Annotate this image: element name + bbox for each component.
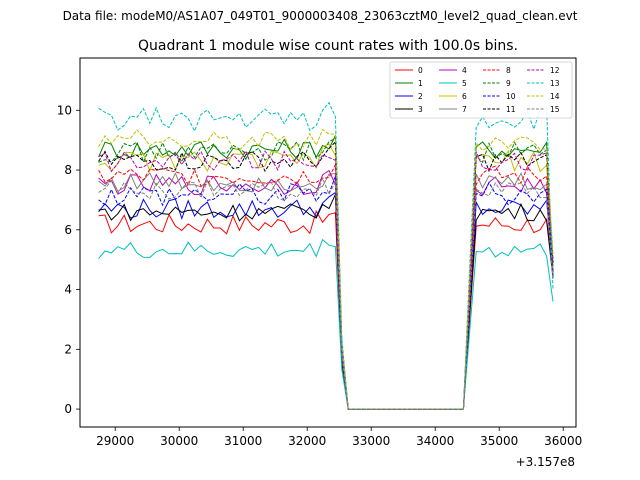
x-axis-offset-label: +3.157e8 (516, 455, 575, 469)
legend-label-12: 12 (550, 66, 560, 75)
series-line-6 (98, 143, 554, 410)
y-tick-label: 8 (64, 163, 72, 177)
y-tick-label: 4 (64, 283, 72, 297)
y-tick-label: 0 (64, 402, 72, 416)
legend-label-0: 0 (418, 66, 423, 75)
x-tick-label: 33000 (352, 434, 390, 448)
legend-label-7: 7 (462, 105, 467, 114)
x-tick-label: 31000 (224, 434, 262, 448)
y-tick-label: 2 (64, 342, 72, 356)
series-line-7 (98, 172, 554, 410)
x-tick-label: 29000 (96, 434, 134, 448)
series-line-2 (98, 191, 554, 410)
legend-label-10: 10 (506, 92, 516, 101)
x-tick-label: 35000 (480, 434, 518, 448)
y-axis: 0 2 4 6 8 10 (57, 103, 80, 416)
series-line-15 (98, 176, 554, 410)
series-line-11 (98, 140, 554, 410)
legend-label-1: 1 (418, 79, 423, 88)
legend-label-4: 4 (462, 66, 467, 75)
legend-label-6: 6 (462, 92, 467, 101)
x-tick-label: 36000 (544, 434, 582, 448)
legend-label-8: 8 (506, 66, 511, 75)
series-line-1 (98, 135, 554, 410)
series-line-9 (98, 137, 554, 410)
series-line-8 (98, 164, 554, 410)
legend-box (389, 61, 573, 119)
series-line-12 (98, 149, 554, 410)
y-tick-label: 10 (57, 103, 72, 117)
series-line-0 (98, 209, 554, 410)
legend-label-13: 13 (550, 79, 560, 88)
series-line-3 (98, 194, 554, 410)
legend-label-3: 3 (418, 105, 423, 114)
series-line-5 (98, 238, 554, 410)
x-axis: 29000 30000 31000 32000 33000 34000 35000 36000 (96, 427, 582, 448)
series-line-10 (98, 176, 554, 410)
x-tick-label: 30000 (160, 434, 198, 448)
x-tick-label: 34000 (416, 434, 454, 448)
legend-label-9: 9 (506, 79, 511, 88)
y-tick-label: 6 (64, 223, 72, 237)
series-line-13 (98, 101, 554, 410)
series-line-4 (98, 169, 554, 410)
legend-label-15: 15 (550, 105, 560, 114)
legend-label-14: 14 (550, 92, 560, 101)
x-tick-label: 32000 (288, 434, 326, 448)
figure-suptitle: Data file: modeM0/AS1A07_049T01_90000034… (63, 9, 578, 23)
plot-series-group (98, 101, 554, 410)
legend-label-2: 2 (418, 92, 423, 101)
plot-axes-frame (79, 57, 577, 428)
chart-title: Quadrant 1 module wise count rates with … (138, 38, 518, 54)
legend-label-5: 5 (462, 79, 467, 88)
series-line-14 (98, 128, 554, 410)
legend-label-11: 11 (506, 105, 516, 114)
